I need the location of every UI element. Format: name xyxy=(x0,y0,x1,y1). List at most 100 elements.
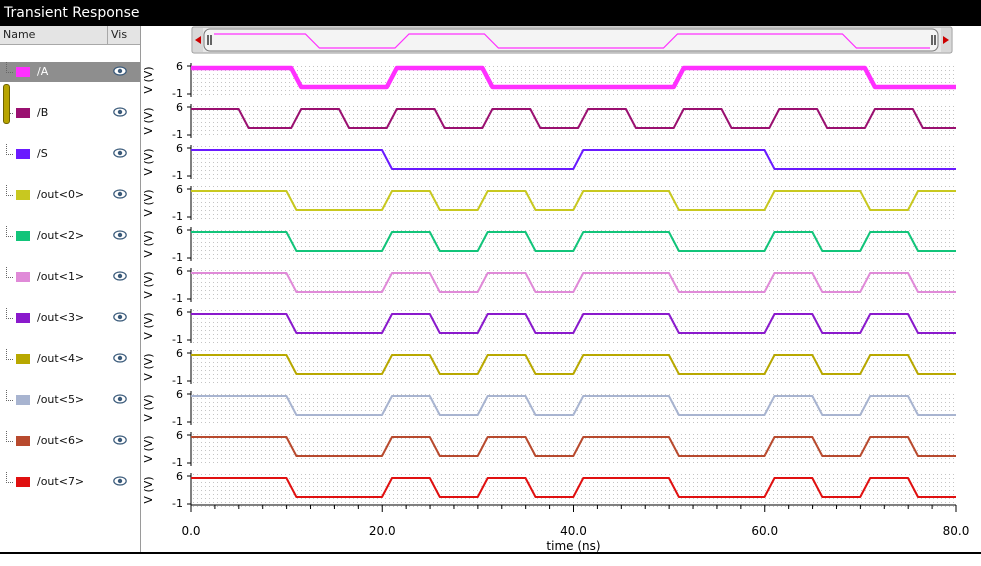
y-tick-label: 6 xyxy=(176,101,183,114)
waveform-strip: 6 -1 V (V) xyxy=(142,60,956,100)
y-tick-label: 6 xyxy=(176,265,183,278)
signal-row[interactable]: /out<0> xyxy=(0,185,140,205)
signal-trace xyxy=(191,395,956,416)
y-axis-label: V (V) xyxy=(142,435,155,462)
signal-row[interactable]: /out<2> xyxy=(0,226,140,246)
y-tick-label: -1 xyxy=(172,333,183,346)
tree-connector xyxy=(6,472,13,483)
signal-name: /out<4> xyxy=(37,352,85,365)
left-grip[interactable] xyxy=(207,35,212,45)
y-axis-label: V (V) xyxy=(142,271,155,298)
signal-name: /out<2> xyxy=(37,229,85,242)
signal-trace xyxy=(191,354,956,375)
status-bar xyxy=(0,552,981,566)
signal-color-swatch xyxy=(16,149,30,159)
tree-connector xyxy=(6,62,13,73)
waveform-plot: 6-1V (V)6-1V (V)6-1V (V)6-1V (V)6-1V (V)… xyxy=(142,26,970,553)
y-tick-label: -1 xyxy=(172,292,183,305)
waveform-strip: 6 -1 V (V) xyxy=(142,429,956,469)
signal-trace xyxy=(191,190,956,211)
y-tick-label: 6 xyxy=(176,224,183,237)
signal-row[interactable]: /out<6> xyxy=(0,431,140,451)
waveform-strip: 6 -1 V (V) xyxy=(142,101,956,141)
signal-name: /S xyxy=(37,147,48,160)
eye-icon[interactable] xyxy=(113,230,127,243)
signal-color-swatch xyxy=(16,67,30,77)
y-axis-label: V (V) xyxy=(142,312,155,339)
overview-trace xyxy=(214,33,930,49)
signal-color-swatch xyxy=(16,108,30,118)
signal-trace xyxy=(191,272,956,293)
y-tick-label: -1 xyxy=(172,128,183,141)
eye-icon[interactable] xyxy=(113,66,127,79)
eye-icon[interactable] xyxy=(113,394,127,407)
eye-icon[interactable] xyxy=(113,435,127,448)
y-tick-label: 6 xyxy=(176,429,183,442)
waveform-strip: 6 -1 V (V) xyxy=(142,224,956,264)
signal-list-panel: Name Vis /A/B/S/out<0> /out<2> /out<1> /out… xyxy=(0,26,141,552)
signal-color-swatch xyxy=(16,231,30,241)
y-tick-label: 6 xyxy=(176,183,183,196)
grid-background xyxy=(191,473,956,507)
signal-row[interactable]: /out<3> xyxy=(0,308,140,328)
signal-row[interactable]: /S xyxy=(0,144,140,164)
eye-icon[interactable] xyxy=(113,148,127,161)
y-tick-label: 6 xyxy=(176,306,183,319)
signal-name: /out<0> xyxy=(37,188,85,201)
overview-scrollbar[interactable] xyxy=(191,26,953,54)
arrow-right-icon[interactable] xyxy=(941,28,951,52)
y-axis-label: V (V) xyxy=(142,353,155,380)
eye-icon[interactable] xyxy=(113,476,127,489)
x-axis: 0.0 20.0 40.0 60.0 80.0 time (ns) xyxy=(181,504,970,553)
signal-color-swatch xyxy=(16,436,30,446)
signal-row[interactable]: /out<1> xyxy=(0,267,140,287)
signal-name: /B xyxy=(37,106,49,119)
signal-row[interactable]: /out<7> xyxy=(0,472,140,492)
grid-background xyxy=(191,432,956,466)
waveform-strip: 6 -1 V (V) xyxy=(142,142,956,182)
arrow-left-icon[interactable] xyxy=(193,28,203,52)
y-tick-label: -1 xyxy=(172,415,183,428)
vis-column-header[interactable]: Vis xyxy=(107,26,127,44)
tree-connector xyxy=(6,267,13,278)
y-tick-label: 6 xyxy=(176,388,183,401)
signal-row[interactable]: /out<4> xyxy=(0,349,140,369)
selection-handle[interactable] xyxy=(3,84,10,124)
y-tick-label: 6 xyxy=(176,60,183,73)
grid-background xyxy=(191,391,956,425)
signal-trace xyxy=(191,313,956,334)
y-tick-label: -1 xyxy=(172,251,183,264)
x-tick-label: 60.0 xyxy=(751,524,778,538)
tree-connector xyxy=(6,144,13,155)
signal-row[interactable]: /B xyxy=(0,103,140,123)
y-axis-label: V (V) xyxy=(142,394,155,421)
signal-name: /out<3> xyxy=(37,311,85,324)
eye-icon[interactable] xyxy=(113,189,127,202)
grid-background xyxy=(191,350,956,384)
eye-icon[interactable] xyxy=(113,353,127,366)
signal-name: /out<7> xyxy=(37,475,85,488)
y-tick-label: -1 xyxy=(172,497,183,510)
y-tick-label: -1 xyxy=(172,87,183,100)
y-tick-label: -1 xyxy=(172,456,183,469)
grid-background xyxy=(191,227,956,261)
eye-icon[interactable] xyxy=(113,312,127,325)
right-grip[interactable] xyxy=(931,35,936,45)
signal-color-swatch xyxy=(16,477,30,487)
signal-row[interactable]: /out<5> xyxy=(0,390,140,410)
name-column-header[interactable]: Name xyxy=(3,28,36,41)
signal-color-swatch xyxy=(16,354,30,364)
signal-trace xyxy=(191,231,956,252)
eye-icon[interactable] xyxy=(113,107,127,120)
eye-icon[interactable] xyxy=(113,271,127,284)
window-title: Transient Response xyxy=(4,5,140,21)
x-tick-label: 0.0 xyxy=(181,524,200,538)
waveform-strip: 6 -1 V (V) xyxy=(142,388,956,428)
signal-trace xyxy=(191,108,956,129)
signal-row[interactable]: /A xyxy=(0,62,140,82)
x-tick-label: 80.0 xyxy=(943,524,970,538)
y-axis-label: V (V) xyxy=(142,189,155,216)
window-title-bar: Transient Response xyxy=(0,0,981,26)
signal-name: /out<6> xyxy=(37,434,85,447)
y-tick-label: -1 xyxy=(172,169,183,182)
